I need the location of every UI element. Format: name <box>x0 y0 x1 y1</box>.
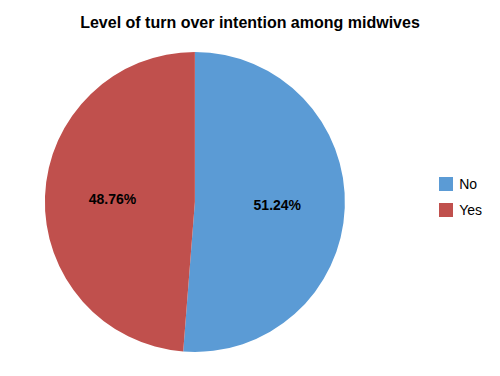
html-text:Level of turn over intention a: Level of turn over intention among midwi… <box>80 14 420 31</box>
svg-text:51.24%: 51.24% <box>254 197 302 213</box>
svg-text:48.76%: 48.76% <box>89 191 137 207</box>
html-text:No: No <box>459 176 478 192</box>
html-text:Yes: Yes <box>459 202 482 218</box>
